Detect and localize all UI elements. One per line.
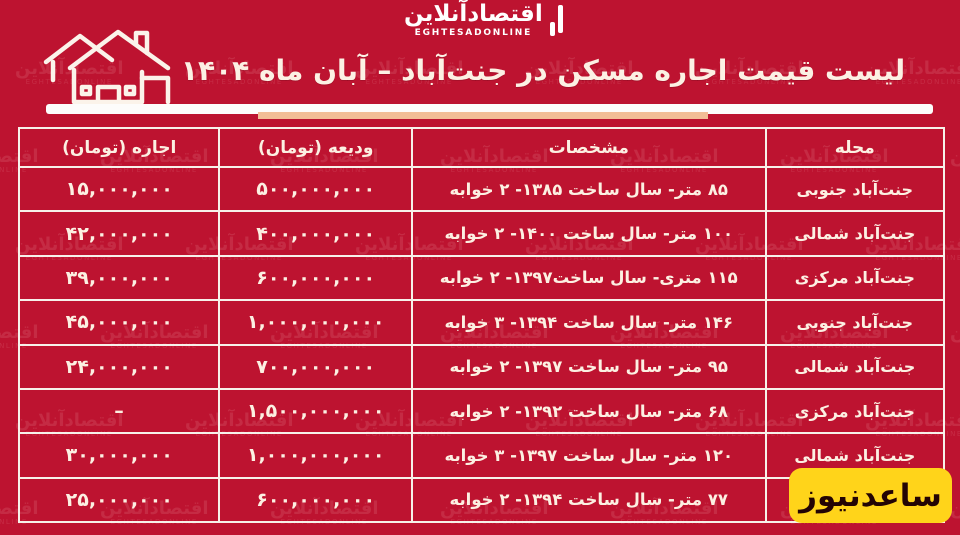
table-row: جنت‌آباد جنوبی ۸۵ متر- سال ساخت ۱۳۸۵- ۲ خ… xyxy=(17,165,946,213)
cell-specs: ۱۱۵ متری- سال ساخت۱۳۹۷- ۲ خوابه xyxy=(410,254,767,302)
brand-logo: اقتصادآنلاین EGHTESADONLINE xyxy=(404,3,563,43)
cell-specs: ۱۴۶ متر- سال ساخت ۱۳۹۴- ۳ خوابه xyxy=(410,299,767,346)
brand-logo-bars-icon xyxy=(548,3,563,43)
table-header-row: محله مشخصات ودیعه (تومان) اجاره (تومان) xyxy=(17,127,946,168)
cell-neighborhood: جنت‌آباد شمالی xyxy=(764,343,946,390)
cell-rent: – xyxy=(17,387,221,435)
cell-neighborhood: جنت‌آباد مرکزی xyxy=(764,387,946,435)
cell-rent: ۱۵,۰۰۰,۰۰۰ xyxy=(17,165,221,213)
cell-deposit: ۵۰۰,۰۰۰,۰۰۰ xyxy=(218,165,413,213)
table-row: جنت‌آباد جنوبی ۱۴۶ متر- سال ساخت ۱۳۹۴- ۳ … xyxy=(17,299,946,346)
cell-rent: ۳۰,۰۰۰,۰۰۰ xyxy=(17,432,221,479)
house-icon xyxy=(40,24,176,110)
cell-neighborhood: جنت‌آباد مرکزی xyxy=(764,254,946,302)
table-row: جنت‌آباد مرکزی ۶۸ متر- سال ساخت ۱۳۹۲- ۲ خ… xyxy=(17,387,946,435)
header-rent: اجاره (تومان) xyxy=(17,127,221,168)
divider-bar-white xyxy=(46,104,933,114)
cell-neighborhood: جنت‌آباد جنوبی xyxy=(764,299,946,346)
cell-deposit: ۴۰۰,۰۰۰,۰۰۰ xyxy=(218,210,413,257)
cell-specs: ۶۸ متر- سال ساخت ۱۳۹۲- ۲ خوابه xyxy=(410,387,767,435)
table-row: جنت‌آباد مرکزی ۱۱۵ متری- سال ساخت۱۳۹۷- ۲ … xyxy=(17,254,946,302)
table-body: جنت‌آباد جنوبی ۸۵ متر- سال ساخت ۱۳۸۵- ۲ خ… xyxy=(17,165,946,524)
cell-specs: ۹۵ متر- سال ساخت ۱۳۹۷- ۲ خوابه xyxy=(410,343,767,390)
brand-logo-latin: EGHTESADONLINE xyxy=(414,28,533,38)
cell-specs: ۱۰۰ متر- سال ساخت ۱۴۰۰- ۲ خوابه xyxy=(410,210,767,257)
saednews-badge: ساعدنیوز xyxy=(789,468,952,523)
cell-rent: ۲۴,۰۰۰,۰۰۰ xyxy=(17,343,221,390)
cell-deposit: ۱,۰۰۰,۰۰۰,۰۰۰ xyxy=(218,299,413,346)
cell-rent: ۲۵,۰۰۰,۰۰۰ xyxy=(17,476,221,524)
cell-deposit: ۱,۰۰۰,۰۰۰,۰۰۰ xyxy=(218,432,413,479)
cell-neighborhood: جنت‌آباد شمالی xyxy=(764,210,946,257)
cell-specs: ۸۵ متر- سال ساخت ۱۳۸۵- ۲ خوابه xyxy=(410,165,767,213)
header-deposit: ودیعه (تومان) xyxy=(218,127,413,168)
header-neighborhood: محله xyxy=(764,127,946,168)
table-row: جنت‌آباد شمالی ۱۲۰ متر- سال ساخت ۱۳۹۷- ۳ … xyxy=(17,432,946,479)
page-title: لیست قیمت اجاره مسکن در جنت‌آباد – آبان … xyxy=(180,54,906,87)
cell-rent: ۳۹,۰۰۰,۰۰۰ xyxy=(17,254,221,302)
cell-specs: ۱۲۰ متر- سال ساخت ۱۳۹۷- ۳ خوابه xyxy=(410,432,767,479)
cell-rent: ۴۵,۰۰۰,۰۰۰ xyxy=(17,299,221,346)
table-row: جنت‌آباد شمالی ۹۵ متر- سال ساخت ۱۳۹۷- ۲ خ… xyxy=(17,343,946,390)
cell-deposit: ۶۰۰,۰۰۰,۰۰۰ xyxy=(218,476,413,524)
table-row: جنت‌آباد شمالی ۱۰۰ متر- سال ساخت ۱۴۰۰- ۲ … xyxy=(17,210,946,257)
cell-deposit: ۱,۵۰۰,۰۰۰,۰۰۰ xyxy=(218,387,413,435)
cell-specs: ۷۷ متر- سال ساخت ۱۳۹۴- ۲ خوابه xyxy=(410,476,767,524)
rent-price-table: محله مشخصات ودیعه (تومان) اجاره (تومان) … xyxy=(17,127,946,524)
divider-bar-salmon xyxy=(258,112,708,119)
cell-deposit: ۷۰۰,۰۰۰,۰۰۰ xyxy=(218,343,413,390)
brand-logo-persian: اقتصادآنلاین xyxy=(404,1,543,27)
cell-rent: ۴۲,۰۰۰,۰۰۰ xyxy=(17,210,221,257)
cell-neighborhood: جنت‌آباد جنوبی xyxy=(764,165,946,213)
header-specs: مشخصات xyxy=(410,127,767,168)
cell-deposit: ۶۰۰,۰۰۰,۰۰۰ xyxy=(218,254,413,302)
